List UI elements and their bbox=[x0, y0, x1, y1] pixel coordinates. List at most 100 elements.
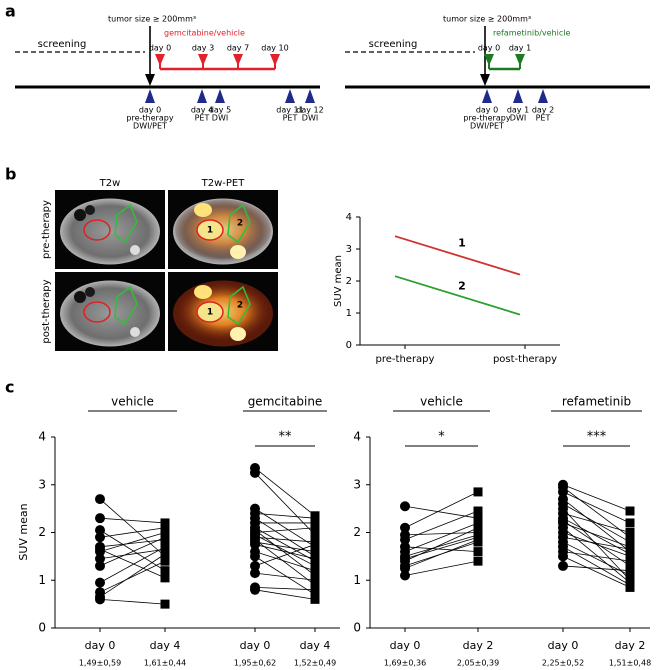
pair-line bbox=[254, 541, 316, 552]
pair-line bbox=[404, 539, 479, 569]
anatomy bbox=[130, 245, 140, 255]
imaging-arrow bbox=[145, 89, 155, 103]
x-tick-label: post-therapy bbox=[493, 354, 557, 365]
point-before bbox=[558, 560, 568, 571]
roi-1 bbox=[196, 219, 224, 241]
pair-line bbox=[99, 527, 166, 538]
point-before bbox=[558, 486, 568, 497]
pair-line bbox=[562, 551, 631, 562]
pair-line bbox=[99, 498, 166, 557]
roi-label: 1 bbox=[207, 308, 213, 318]
point-after bbox=[310, 594, 320, 604]
dose-label: day 0 bbox=[478, 44, 500, 53]
y-tick-label: 4 bbox=[346, 212, 352, 223]
point-before bbox=[250, 551, 260, 562]
imaging-modality: PET bbox=[536, 114, 551, 123]
pair-line bbox=[562, 522, 631, 548]
imaging-day: day 12 bbox=[296, 106, 323, 115]
x-tick-label: day 0 bbox=[548, 639, 579, 652]
point-after bbox=[625, 582, 635, 592]
point-after bbox=[310, 518, 320, 528]
point-after bbox=[160, 532, 170, 542]
pair-line bbox=[99, 529, 166, 572]
summary-label: 2,25±0,52 bbox=[542, 659, 584, 668]
pair-line bbox=[254, 536, 316, 543]
point-after bbox=[310, 590, 320, 600]
point-after bbox=[310, 554, 320, 564]
point-after bbox=[310, 513, 320, 523]
point-after bbox=[625, 566, 635, 576]
y-tick-label: 2 bbox=[346, 276, 352, 287]
dose-arrow bbox=[270, 54, 280, 66]
point-before bbox=[400, 563, 410, 574]
series-line bbox=[394, 275, 521, 316]
anatomy bbox=[130, 327, 140, 337]
pair-line bbox=[99, 536, 166, 567]
pair-line bbox=[562, 513, 631, 533]
image-column-title: T2w bbox=[99, 178, 121, 189]
pair-line bbox=[254, 544, 316, 560]
significance-label: *** bbox=[587, 430, 607, 445]
point-after bbox=[160, 542, 170, 552]
point-after bbox=[473, 513, 483, 523]
pet-hotspot bbox=[230, 245, 246, 259]
point-after bbox=[310, 566, 320, 576]
y-tick-label: 2 bbox=[38, 525, 46, 539]
pair-line bbox=[562, 536, 631, 550]
summary-label: 1,69±0,36 bbox=[384, 659, 426, 668]
pair-line bbox=[99, 532, 166, 552]
point-after bbox=[310, 570, 320, 580]
pair-line bbox=[99, 548, 166, 560]
anatomy bbox=[85, 205, 95, 215]
dose-label: day 7 bbox=[227, 44, 249, 53]
roi-label: 2 bbox=[237, 219, 243, 229]
x-tick-label: day 4 bbox=[150, 639, 181, 652]
group-title: vehicle bbox=[420, 395, 463, 409]
point-before bbox=[95, 546, 105, 557]
point-after bbox=[473, 487, 483, 497]
point-before bbox=[400, 501, 410, 512]
dose-arrow bbox=[515, 54, 525, 66]
imaging-day: day 5 bbox=[209, 106, 231, 115]
point-after bbox=[625, 537, 635, 547]
pair-line bbox=[562, 491, 631, 524]
point-after bbox=[160, 599, 170, 609]
pet-hotspot bbox=[230, 327, 246, 341]
imaging-day: day 0 bbox=[139, 106, 161, 115]
panel-label: c bbox=[5, 378, 14, 397]
point-after bbox=[625, 532, 635, 542]
point-before bbox=[95, 553, 105, 564]
summary-label: 2,05±0,39 bbox=[457, 659, 499, 668]
summary-label: 1,52±0,49 bbox=[294, 659, 336, 668]
point-after bbox=[160, 566, 170, 576]
imaging-modality: DWI/PET bbox=[470, 122, 504, 131]
group-title: refametinib bbox=[562, 395, 631, 409]
point-before bbox=[400, 534, 410, 545]
pair-line bbox=[99, 553, 166, 598]
tumor-size-label: tumor size ≥ 200mm³ bbox=[108, 15, 196, 24]
anatomy bbox=[74, 209, 86, 221]
series-label: 2 bbox=[458, 279, 466, 292]
y-tick-label: 4 bbox=[353, 430, 361, 444]
dose-arrow bbox=[484, 54, 494, 66]
pair-line bbox=[404, 505, 479, 519]
dose-label: day 1 bbox=[509, 44, 531, 53]
point-after bbox=[625, 551, 635, 561]
point-before bbox=[95, 525, 105, 536]
pair-line bbox=[254, 467, 316, 517]
x-tick-label: day 0 bbox=[390, 639, 421, 652]
imaging-modality: DWI/PET bbox=[133, 122, 167, 131]
pair-line bbox=[562, 484, 631, 512]
y-tick-label: 3 bbox=[346, 244, 352, 255]
treatment-label: refametinib/vehicle bbox=[493, 29, 570, 38]
point-before bbox=[250, 539, 260, 550]
imaging-day: day 0 bbox=[476, 106, 498, 115]
dose-label: day 10 bbox=[261, 44, 288, 53]
point-before bbox=[95, 594, 105, 605]
imaging-modality: DWI bbox=[302, 114, 318, 123]
start-arrow-head bbox=[145, 74, 155, 86]
point-after bbox=[160, 556, 170, 566]
y-axis-title: SUV mean bbox=[333, 255, 344, 307]
summary-label: 1,95±0,62 bbox=[234, 659, 276, 668]
series-label: 1 bbox=[458, 236, 466, 249]
